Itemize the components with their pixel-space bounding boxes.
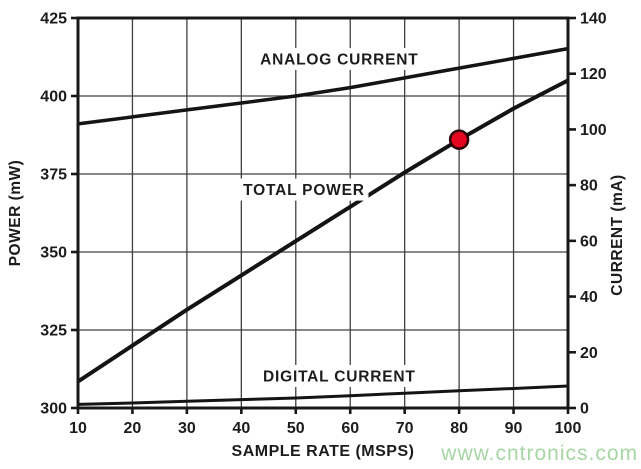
left-axis-title: POWER (mW) <box>7 160 24 267</box>
series-label-digital-current: DIGITAL CURRENT <box>263 368 416 385</box>
x-tick-label: 30 <box>178 420 196 437</box>
right-tick-label: 60 <box>580 233 598 250</box>
x-tick-label: 20 <box>124 420 142 437</box>
right-axis-title: CURRENT (mA) <box>609 174 626 295</box>
x-axis-title: SAMPLE RATE (MSPS) <box>232 443 415 460</box>
left-tick-label: 425 <box>40 11 67 28</box>
series-label-bg <box>252 364 426 387</box>
series-line-digital-current <box>77 384 569 406</box>
right-tick-label: 80 <box>580 178 598 195</box>
series-line-total-power <box>76 78 569 384</box>
left-tick-label: 375 <box>40 167 67 184</box>
series-label-bg <box>258 47 421 70</box>
right-tick-label: 0 <box>580 401 589 418</box>
x-tick-label: 40 <box>232 420 250 437</box>
x-tick-label: 70 <box>396 420 414 437</box>
left-tick-label: 400 <box>40 89 67 106</box>
right-tick-label: 120 <box>580 66 607 83</box>
series-label-analog-current: ANALOG CURRENT <box>260 51 418 68</box>
x-tick-label: 80 <box>450 420 468 437</box>
right-tick-label: 100 <box>580 122 607 139</box>
left-tick-label: 325 <box>40 323 67 340</box>
left-tick-label: 300 <box>40 401 67 418</box>
left-tick-label: 350 <box>40 245 67 262</box>
watermark: www.cntronics.com <box>441 442 638 465</box>
series-label-bg <box>239 178 369 201</box>
x-tick-label: 90 <box>505 420 523 437</box>
x-tick-label: 50 <box>287 420 305 437</box>
x-tick-label: 100 <box>555 420 582 437</box>
right-tick-label: 140 <box>580 11 607 28</box>
right-tick-label: 40 <box>580 289 598 306</box>
x-tick-label: 10 <box>69 420 87 437</box>
data-point-marker <box>448 129 470 150</box>
x-tick-label: 60 <box>341 420 359 437</box>
series-label-total-power: TOTAL POWER <box>243 182 365 199</box>
right-tick-label: 20 <box>580 345 598 362</box>
plot-frame <box>76 16 570 410</box>
series-line-analog-current <box>77 46 569 126</box>
